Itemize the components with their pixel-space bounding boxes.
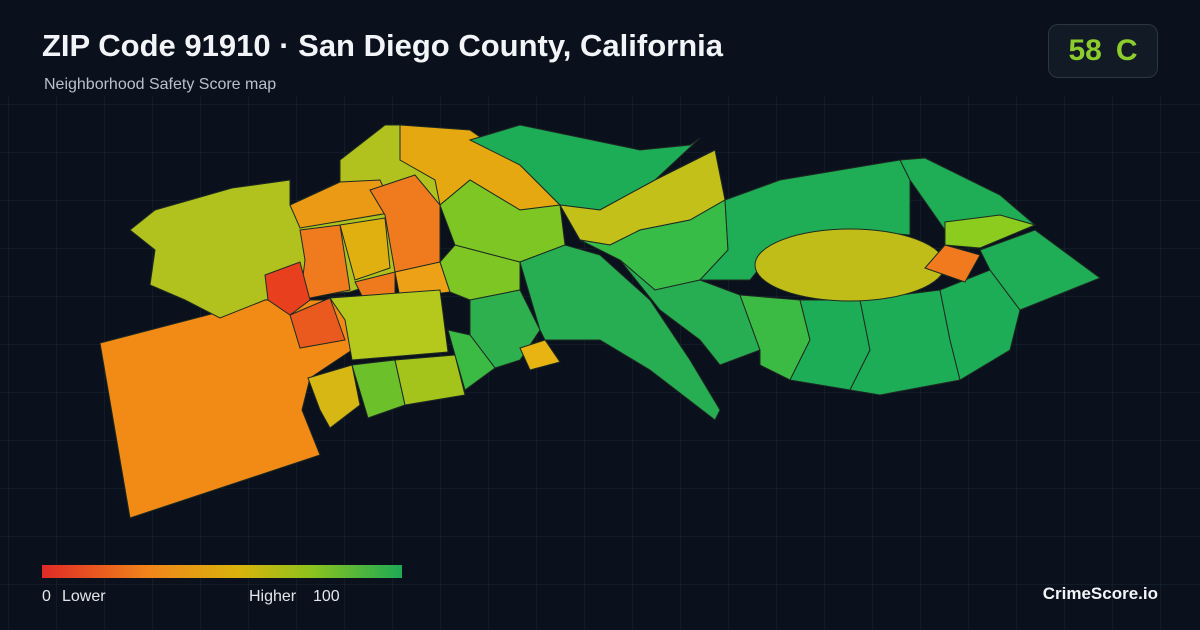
subtitle: Neighborhood Safety Score map [44,76,277,93]
legend-min: 0 [42,588,51,605]
score-grade: C [1115,34,1138,67]
legend-max-label: Higher [249,588,297,605]
legend-min-label: Lower [62,588,106,605]
legend-gradient [42,565,402,578]
score-value: 58 [1068,34,1102,67]
brand: CrimeScore.io [1042,584,1158,603]
score-badge: 58 C [1048,24,1158,78]
legend-max: 100 [313,588,340,605]
title: ZIP Code 91910 · San Diego County, Calif… [42,28,723,63]
tracts [99,124,1102,519]
